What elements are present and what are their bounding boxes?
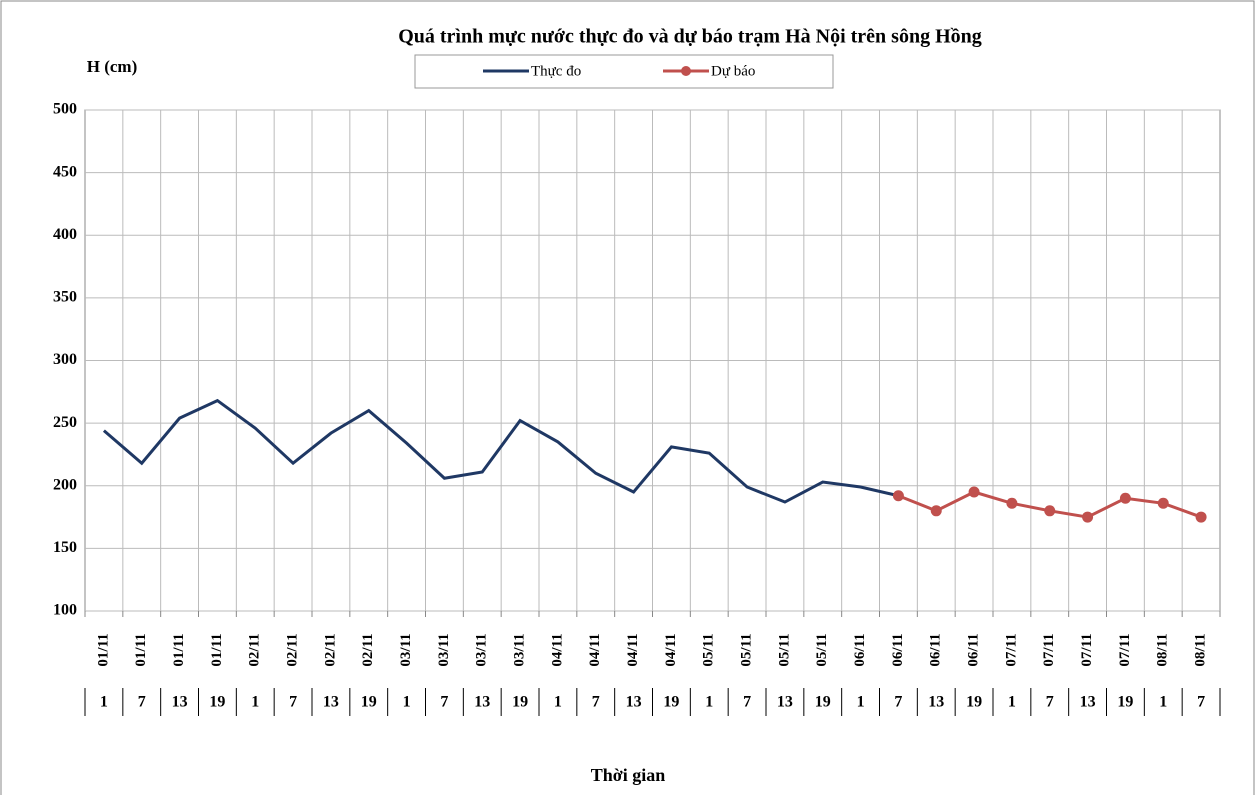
x-tick-hour: 7 [1197, 694, 1205, 711]
x-tick-hour: 13 [777, 694, 793, 711]
x-tick-hour: 19 [1117, 694, 1133, 711]
y-tick-label: 500 [53, 101, 77, 118]
x-tick-hour: 19 [663, 694, 679, 711]
x-tick-hour: 19 [815, 694, 831, 711]
x-tick-label: 05/11 [814, 633, 830, 666]
legend-label: Dự báo [711, 63, 755, 79]
x-tick-label: 05/11 [701, 633, 717, 666]
x-tick-label: 02/11 [247, 633, 263, 666]
legend [414, 54, 834, 89]
chart-title: Quá trình mực nước thực đo và dự báo trạ… [398, 26, 982, 48]
x-tick-label: 01/11 [171, 633, 187, 666]
x-tick-label: 03/11 [436, 633, 452, 666]
x-tick-hour: 13 [928, 694, 944, 711]
series-line [102, 398, 899, 504]
x-tick-hour: 1 [251, 694, 259, 711]
x-tick-hour: 1 [554, 694, 562, 711]
x-tick-label: 03/11 [512, 633, 528, 666]
x-tick-label: 07/11 [1079, 633, 1095, 666]
x-tick-hour: 7 [138, 694, 146, 711]
series-marker [930, 505, 942, 517]
x-axis-label: Thời gian [591, 765, 666, 785]
series-marker [1082, 511, 1094, 523]
x-tick-label: 03/11 [398, 633, 414, 666]
y-tick-label: 350 [53, 289, 77, 306]
x-tick-label: 07/11 [1041, 633, 1057, 666]
x-tick-hour: 19 [512, 694, 528, 711]
x-tick-label: 02/11 [322, 633, 338, 666]
x-tick-hour: 19 [361, 694, 377, 711]
x-tick-hour: 13 [323, 694, 339, 711]
x-tick-label: 04/11 [587, 633, 603, 666]
x-tick-hour: 13 [474, 694, 490, 711]
x-tick-label: 02/11 [360, 633, 376, 666]
x-tick-label: 04/11 [663, 633, 679, 666]
y-tick-label: 450 [53, 163, 77, 180]
x-tick-hour: 1 [1159, 694, 1167, 711]
x-tick-label: 04/11 [625, 633, 641, 666]
y-tick-label: 400 [53, 226, 77, 243]
x-tick-hour: 7 [440, 694, 448, 711]
x-tick-label: 01/11 [133, 633, 149, 666]
x-tick-label: 06/11 [966, 633, 982, 666]
x-tick-label: 06/11 [852, 633, 868, 666]
series-marker [1195, 511, 1207, 523]
x-tick-hour: 13 [1080, 694, 1096, 711]
y-tick-label: 300 [53, 351, 77, 368]
legend-label: Thực đo [531, 63, 581, 79]
x-tick-label: 06/11 [890, 633, 906, 666]
y-axis-label: H (cm) [87, 57, 138, 76]
x-tick-hour: 7 [743, 694, 751, 711]
x-tick-hour: 19 [966, 694, 982, 711]
x-tick-label: 07/11 [1117, 633, 1133, 666]
x-tick-label: 06/11 [928, 633, 944, 666]
y-tick-label: 150 [53, 539, 77, 556]
x-tick-label: 07/11 [1003, 633, 1019, 666]
x-tick-hour: 1 [1008, 694, 1016, 711]
x-tick-hour: 7 [1046, 694, 1054, 711]
x-tick-label: 03/11 [474, 633, 490, 666]
x-tick-label: 02/11 [285, 633, 301, 666]
y-tick-label: 200 [53, 476, 77, 493]
series-marker [892, 490, 904, 502]
x-tick-label: 05/11 [776, 633, 792, 666]
series-marker [1119, 492, 1131, 504]
legend-marker [681, 66, 691, 76]
x-tick-hour: 7 [894, 694, 902, 711]
x-tick-hour: 13 [626, 694, 642, 711]
series-marker [1044, 505, 1056, 517]
x-tick-hour: 1 [100, 694, 108, 711]
x-tick-label: 01/11 [95, 633, 111, 666]
x-tick-hour: 7 [289, 694, 297, 711]
series-marker [1006, 497, 1018, 509]
x-tick-hour: 13 [172, 694, 188, 711]
x-tick-hour: 1 [857, 694, 865, 711]
x-tick-hour: 7 [592, 694, 600, 711]
x-tick-label: 01/11 [209, 633, 225, 666]
x-tick-hour: 19 [209, 694, 225, 711]
x-tick-label: 08/11 [1155, 633, 1171, 666]
x-tick-hour: 1 [705, 694, 713, 711]
y-tick-label: 100 [53, 602, 77, 619]
series-marker [968, 486, 980, 498]
x-tick-label: 08/11 [1193, 633, 1209, 666]
y-tick-label: 250 [53, 414, 77, 431]
series-marker [1157, 497, 1169, 509]
x-tick-hour: 1 [403, 694, 411, 711]
x-tick-label: 05/11 [739, 633, 755, 666]
x-tick-label: 04/11 [549, 633, 565, 666]
